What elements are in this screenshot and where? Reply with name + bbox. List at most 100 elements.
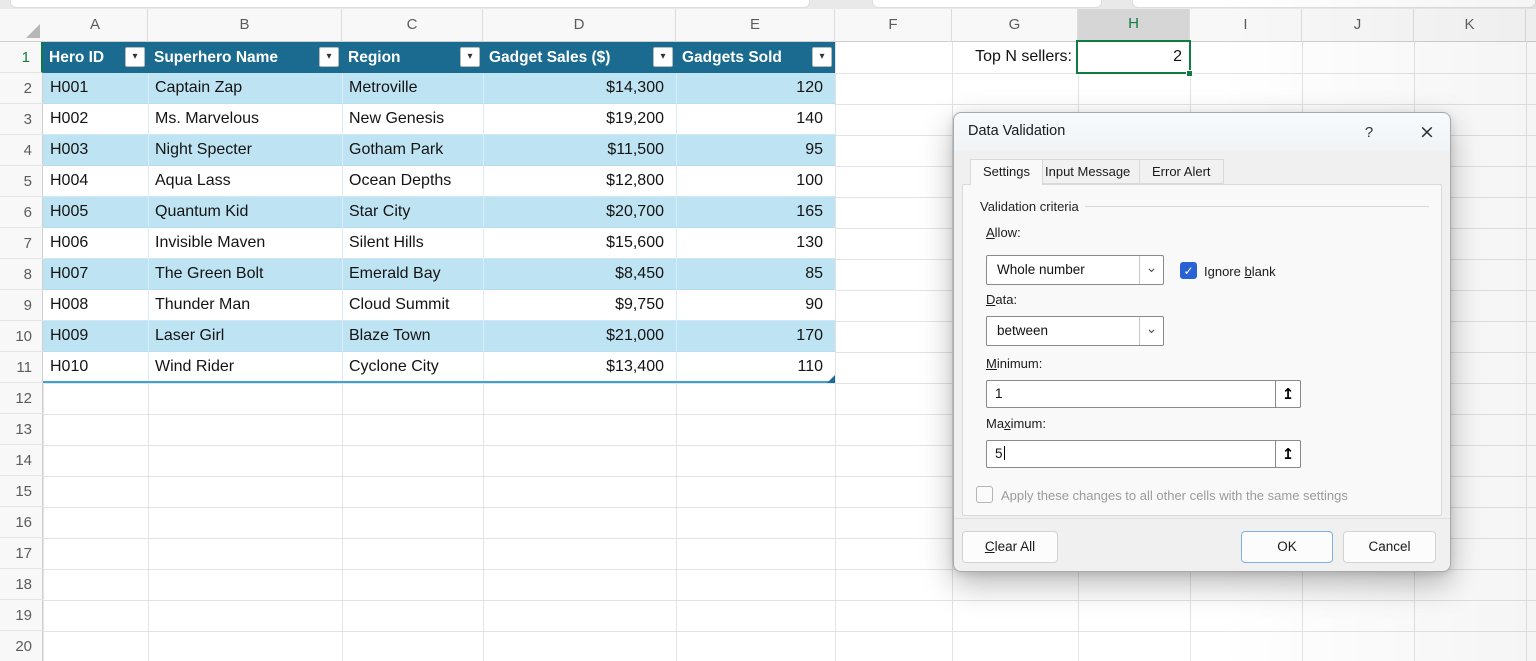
table-cell[interactable]: $19,200 [483, 104, 676, 135]
tab-input-message[interactable]: Input Message [1032, 159, 1143, 184]
table-cell[interactable]: The Green Bolt [148, 259, 342, 290]
table-cell[interactable]: Night Specter [148, 135, 342, 166]
filter-icon[interactable]: ▾ [812, 47, 832, 67]
table-cell[interactable]: H005 [43, 197, 148, 228]
tab-error-alert[interactable]: Error Alert [1139, 159, 1224, 184]
row-header-16[interactable]: 16 [0, 507, 43, 538]
row-header-8[interactable]: 8 [0, 259, 43, 290]
maximum-input[interactable]: 5 [986, 440, 1301, 468]
row-header-2[interactable]: 2 [0, 73, 43, 104]
table-cell[interactable]: Captain Zap [148, 73, 342, 104]
table-cell[interactable]: Metroville [342, 73, 483, 104]
ok-button[interactable]: OK [1241, 531, 1333, 563]
row-header-11[interactable]: 11 [0, 352, 43, 383]
column-header-j[interactable]: J [1302, 9, 1414, 42]
row-header-20[interactable]: 20 [0, 631, 43, 661]
table-cell[interactable]: H001 [43, 73, 148, 104]
chevron-down-icon[interactable]: ⌄ [1139, 256, 1163, 284]
table-cell[interactable]: Aqua Lass [148, 166, 342, 197]
table-cell[interactable]: Ms. Marvelous [148, 104, 342, 135]
table-cell[interactable]: Invisible Maven [148, 228, 342, 259]
table-cell[interactable]: Ocean Depths [342, 166, 483, 197]
table-cell[interactable]: $20,700 [483, 197, 676, 228]
table-cell[interactable]: Star City [342, 197, 483, 228]
column-header-k[interactable]: K [1414, 9, 1526, 42]
table-cell[interactable]: H008 [43, 290, 148, 321]
table-cell[interactable]: Gotham Park [342, 135, 483, 166]
row-header-5[interactable]: 5 [0, 166, 43, 197]
column-header-g[interactable]: G [952, 9, 1078, 42]
table-cell[interactable]: Laser Girl [148, 321, 342, 352]
help-icon[interactable]: ? [1356, 120, 1382, 145]
chevron-down-icon[interactable]: ⌄ [1139, 317, 1163, 345]
table-cell[interactable]: $9,750 [483, 290, 676, 321]
row-header-9[interactable]: 9 [0, 290, 43, 321]
table-cell[interactable]: $13,400 [483, 352, 676, 383]
row-header-10[interactable]: 10 [0, 321, 43, 352]
dialog-titlebar[interactable]: Data Validation ? × [954, 113, 1450, 151]
table-cell[interactable]: H007 [43, 259, 148, 290]
row-header-13[interactable]: 13 [0, 414, 43, 445]
table-cell[interactable]: 140 [676, 104, 835, 135]
table-cell[interactable]: New Genesis [342, 104, 483, 135]
table-cell[interactable]: H004 [43, 166, 148, 197]
table-cell[interactable]: H010 [43, 352, 148, 383]
column-header-e[interactable]: E [676, 9, 835, 42]
column-header-c[interactable]: C [342, 9, 483, 42]
table-cell[interactable]: H006 [43, 228, 148, 259]
row-header-19[interactable]: 19 [0, 600, 43, 631]
table-cell[interactable]: $8,450 [483, 259, 676, 290]
column-header-h[interactable]: H [1078, 9, 1190, 42]
column-header-b[interactable]: B [148, 9, 342, 42]
table-cell[interactable]: 130 [676, 228, 835, 259]
row-header-1[interactable]: 1 [0, 42, 43, 73]
row-header-17[interactable]: 17 [0, 538, 43, 569]
filter-icon[interactable]: ▾ [125, 47, 145, 67]
row-header-3[interactable]: 3 [0, 104, 43, 135]
row-header-4[interactable]: 4 [0, 135, 43, 166]
table-cell[interactable]: 85 [676, 259, 835, 290]
maximum-collapse-dialog-button[interactable]: ↥ [1275, 440, 1301, 468]
table-cell[interactable]: Silent Hills [342, 228, 483, 259]
select-all-corner[interactable] [0, 9, 43, 42]
table-cell[interactable]: Blaze Town [342, 321, 483, 352]
table-cell[interactable]: Cyclone City [342, 352, 483, 383]
close-icon[interactable]: × [1414, 120, 1440, 145]
row-header-6[interactable]: 6 [0, 197, 43, 228]
column-header-d[interactable]: D [483, 9, 676, 42]
table-cell[interactable]: 170 [676, 321, 835, 352]
filter-icon[interactable]: ▾ [319, 47, 339, 67]
table-cell[interactable]: 165 [676, 197, 835, 228]
table-cell[interactable]: 95 [676, 135, 835, 166]
table-cell[interactable]: Emerald Bay [342, 259, 483, 290]
clear-all-button[interactable]: Clear All [962, 531, 1058, 563]
table-cell[interactable]: $12,800 [483, 166, 676, 197]
row-header-15[interactable]: 15 [0, 476, 43, 507]
table-cell[interactable]: $15,600 [483, 228, 676, 259]
cell-g1-label[interactable]: Top N sellers: [952, 42, 1076, 73]
column-header-f[interactable]: F [835, 9, 952, 42]
table-cell[interactable]: H009 [43, 321, 148, 352]
column-header-a[interactable]: A [43, 9, 148, 42]
row-header-18[interactable]: 18 [0, 569, 43, 600]
table-cell[interactable]: 90 [676, 290, 835, 321]
cancel-button[interactable]: Cancel [1343, 531, 1436, 563]
row-header-7[interactable]: 7 [0, 228, 43, 259]
ignore-blank-checkbox[interactable]: ✓ [1180, 262, 1197, 279]
table-cell[interactable]: $14,300 [483, 73, 676, 104]
table-cell[interactable]: H002 [43, 104, 148, 135]
filter-icon[interactable]: ▾ [460, 47, 480, 67]
filter-icon[interactable]: ▾ [653, 47, 673, 67]
row-header-14[interactable]: 14 [0, 445, 43, 476]
allow-dropdown[interactable]: Whole number ⌄ [986, 255, 1164, 285]
data-dropdown[interactable]: between ⌄ [986, 316, 1164, 346]
table-cell[interactable]: 110 [676, 352, 835, 383]
table-cell[interactable]: 100 [676, 166, 835, 197]
table-cell[interactable]: 120 [676, 73, 835, 104]
minimum-input[interactable]: 1 [986, 380, 1301, 408]
row-header-12[interactable]: 12 [0, 383, 43, 414]
table-cell[interactable]: $11,500 [483, 135, 676, 166]
table-cell[interactable]: Wind Rider [148, 352, 342, 383]
ignore-blank-label[interactable]: Ignore blank [1204, 264, 1276, 279]
table-resize-handle-icon[interactable] [827, 375, 835, 383]
